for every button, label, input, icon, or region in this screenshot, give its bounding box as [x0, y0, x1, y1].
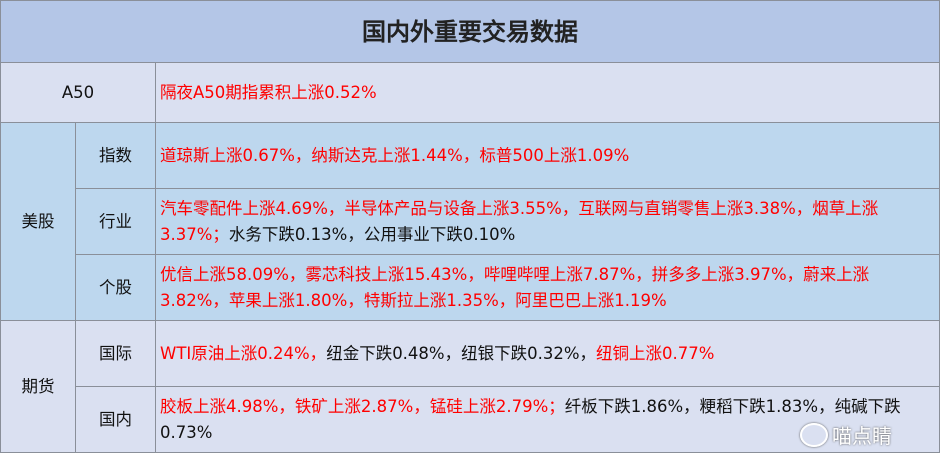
row-content: 优信上涨58.09%，雾芯科技上涨15.43%，哔哩哔哩上涨7.87%，拼多多上…: [155, 254, 940, 321]
fall-text: 水务下跌0.13%，公用事业下跌0.10%: [228, 224, 516, 244]
table-row-futures-domestic: 国内 胶板上涨4.98%，铁矿上涨2.87%，锰硅上涨2.79%；纤板下跌1.8…: [0, 386, 940, 453]
table-row-us-stocks: 个股 优信上涨58.09%，雾芯科技上涨15.43%，哔哩哔哩上涨7.87%，拼…: [0, 254, 940, 321]
rise-text: 胶板上涨4.98%，铁矿上涨2.87%，锰硅上涨2.79%；: [160, 396, 565, 416]
rise-text: 隔夜A50期指累积上涨0.52%: [160, 82, 377, 102]
row-content: 胶板上涨4.98%，铁矿上涨2.87%，锰硅上涨2.79%；纤板下跌1.86%，…: [155, 386, 940, 453]
rise-text: WTI原油上涨0.24%，: [160, 343, 327, 363]
row-content: 汽车零配件上涨4.69%，半导体产品与设备上涨3.55%，互联网与直销零售上涨3…: [155, 188, 940, 255]
row-content: 道琼斯上涨0.67%，纳斯达克上涨1.44%，标普500上涨1.09%: [155, 122, 940, 189]
row-label: 个股: [75, 254, 156, 321]
row-label: 国内: [75, 386, 156, 453]
rise-text: 纽铜上涨0.77%: [596, 343, 715, 363]
watermark-text: 喵点睛: [832, 424, 892, 448]
group-label-us: 美股: [0, 122, 76, 321]
table-title: 国内外重要交易数据: [0, 0, 940, 63]
fall-text: 纽金下跌0.48%，纽银下跌0.32%，: [326, 343, 597, 363]
table-row-us-index: 美股 指数 道琼斯上涨0.67%，纳斯达克上涨1.44%，标普500上涨1.09…: [0, 122, 940, 321]
table-row-futures-intl: 期货 国际 WTI原油上涨0.24%，纽金下跌0.48%，纽银下跌0.32%，纽…: [0, 320, 940, 453]
wechat-icon: [800, 422, 828, 447]
row-label: 行业: [75, 188, 156, 255]
row-label: 国际: [75, 320, 156, 387]
row-content: 隔夜A50期指累积上涨0.52%: [155, 62, 940, 123]
fall-text: 纤板下跌1.86%，粳稻下跌1.83%，纯碱下跌0.73%: [160, 396, 901, 442]
watermark: 喵点睛: [800, 420, 892, 449]
rise-text: 道琼斯上涨0.67%，纳斯达克上涨1.44%，标普500上涨1.09%: [160, 145, 630, 165]
rise-text: 汽车零配件上涨4.69%，半导体产品与设备上涨3.55%，互联网与直销零售上涨3…: [160, 198, 879, 244]
row-label: A50: [0, 62, 156, 123]
table-row-us-industry: 行业 汽车零配件上涨4.69%，半导体产品与设备上涨3.55%，互联网与直销零售…: [0, 188, 940, 255]
row-label: 指数: [75, 122, 156, 189]
row-content: WTI原油上涨0.24%，纽金下跌0.48%，纽银下跌0.32%，纽铜上涨0.7…: [155, 320, 940, 387]
group-label-futures: 期货: [0, 320, 76, 453]
table-row-a50: A50 隔夜A50期指累积上涨0.52%: [0, 62, 940, 123]
rise-text: 优信上涨58.09%，雾芯科技上涨15.43%，哔哩哔哩上涨7.87%，拼多多上…: [160, 264, 870, 310]
